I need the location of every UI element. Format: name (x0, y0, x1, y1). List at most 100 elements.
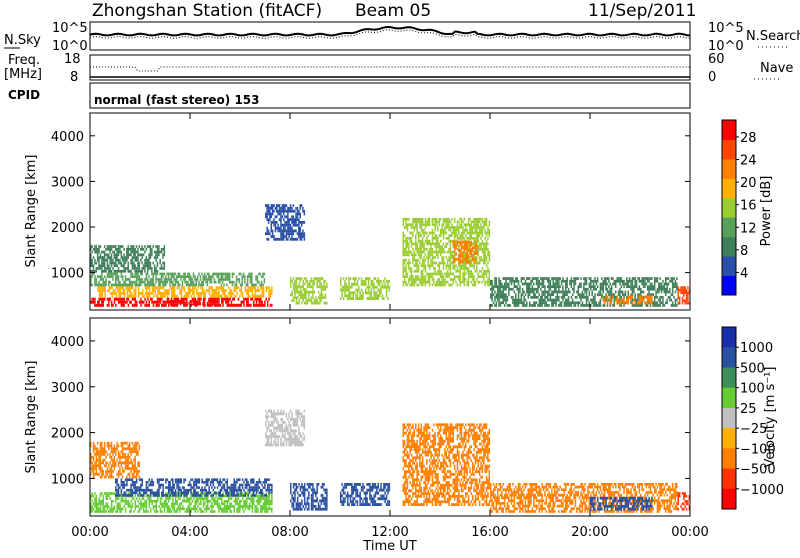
power-cell (298, 283, 300, 286)
velocity-cell (227, 503, 229, 506)
velocity-cell (167, 494, 169, 497)
power-cell (387, 283, 389, 286)
power-cell (179, 273, 181, 276)
power-cell (161, 273, 163, 276)
power-cell (464, 246, 466, 249)
power-cell (193, 273, 195, 276)
power-cell (454, 275, 456, 278)
power-cell (412, 262, 414, 265)
power-cell (464, 232, 466, 235)
power-cell (126, 256, 128, 259)
power-cell (318, 277, 320, 280)
power-cell (468, 241, 470, 244)
power-cell (543, 301, 545, 304)
power-cell (116, 286, 118, 289)
power-cell (249, 295, 251, 298)
power-cell (665, 277, 667, 280)
velocity-cell (103, 508, 105, 511)
power-cell (118, 278, 120, 281)
power-cell (321, 296, 323, 299)
power-cell (189, 286, 191, 289)
power-cell (534, 296, 536, 299)
power-cell (128, 267, 130, 270)
velocity-cell (164, 505, 166, 508)
power-cell (149, 295, 151, 298)
power-cell (562, 288, 564, 291)
power-cell (280, 215, 282, 218)
power-cell (671, 304, 673, 307)
power-cell (430, 251, 432, 254)
power-cell (265, 213, 267, 216)
power-cell (644, 295, 646, 298)
velocity-cell (263, 508, 265, 511)
power-cell (641, 291, 643, 294)
velocity-cell (160, 497, 162, 500)
power-cell (464, 275, 466, 278)
power-cell (422, 243, 424, 246)
power-cell (326, 283, 328, 286)
power-cell (582, 304, 584, 307)
power-cell (200, 304, 202, 306)
power-cell (682, 289, 684, 292)
power-cell (626, 277, 628, 280)
power-cell (104, 251, 106, 254)
power-cell (600, 304, 602, 307)
power-cell (490, 288, 492, 291)
power-cell (134, 248, 136, 251)
power-cell (543, 293, 545, 296)
power-cell (469, 256, 471, 259)
velocity-cell (179, 495, 181, 498)
power-cell (111, 262, 113, 265)
velocity-cell (175, 500, 177, 503)
power-cell (323, 283, 325, 286)
power-cell (478, 281, 480, 284)
power-cell (604, 296, 606, 299)
power-cell (423, 281, 425, 284)
velocity-cell (126, 503, 128, 506)
power-cell (484, 251, 486, 254)
power-cell (159, 273, 161, 276)
power-cell (487, 278, 489, 281)
power-cell (500, 301, 502, 304)
power-cell (151, 267, 153, 270)
power-cell (232, 273, 234, 276)
power-cell (428, 278, 430, 281)
power-cell (150, 254, 152, 257)
power-cell (482, 281, 484, 284)
power-cell (209, 300, 211, 302)
power-cell (433, 218, 435, 221)
power-cell (537, 277, 539, 280)
power-cell (443, 243, 445, 246)
power-cell (436, 221, 438, 224)
power-cell (146, 275, 148, 278)
power-cell (455, 264, 457, 267)
velocity-cell (111, 505, 113, 508)
power-cell (486, 248, 488, 251)
power-cell (586, 301, 588, 304)
velocity-cell (208, 500, 210, 503)
power-cell (682, 302, 684, 305)
velocity-cell (158, 478, 160, 481)
power-cell (116, 292, 118, 295)
power-cell (483, 251, 485, 254)
power-cell (454, 246, 456, 249)
power-cell (464, 281, 466, 284)
velocity-cell (158, 494, 160, 497)
power-cell (209, 286, 211, 289)
power-cell (132, 275, 134, 278)
velocity-cell (174, 503, 176, 506)
power-colorbar-label: Power [dB] (759, 176, 774, 247)
power-cell (311, 299, 313, 302)
power-cell (464, 223, 466, 226)
power-cell (405, 270, 407, 273)
power-cell (147, 267, 149, 270)
velocity-cell (228, 505, 230, 508)
power-cell (468, 278, 470, 281)
power-cell (108, 304, 110, 307)
velocity-cell (171, 478, 173, 481)
power-cell (187, 281, 189, 284)
power-cell (172, 284, 174, 287)
power-cell (454, 226, 456, 229)
power-cell (203, 281, 205, 284)
power-cell (104, 256, 106, 259)
